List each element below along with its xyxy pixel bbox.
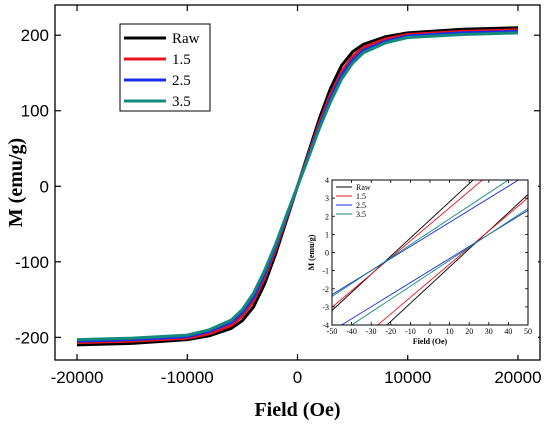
inset-branch-0-up — [332, 180, 474, 311]
inset-background — [307, 175, 538, 355]
legend-label-0: Raw — [172, 31, 200, 47]
inset-y-tick-label: -1 — [322, 267, 329, 276]
inset-legend-label-2: 2.5 — [356, 201, 366, 210]
inset-y-tick-label: -2 — [322, 285, 329, 294]
inset-y-tick-label: 1 — [325, 230, 329, 239]
series-line-3 — [76, 31, 519, 342]
legend-label-3: 3.5 — [172, 94, 191, 110]
legend-label-2: 2.5 — [172, 73, 191, 89]
inset-y-tick-label: 4 — [325, 176, 329, 185]
x-tick-label: -20000 — [51, 368, 104, 387]
inset-legend-label-1: 1.5 — [356, 192, 366, 201]
y-tick-label: 200 — [21, 26, 49, 45]
inset-lines — [332, 180, 528, 325]
inset-chart: -50 -40 -30 -20 -10 0 10 20 30 40 50-4-3-2-101234F… — [307, 175, 538, 355]
inset-x-tick-label: 20 — [465, 327, 473, 336]
inset-y-tick-label: -4 — [322, 321, 329, 330]
inset-x-tick-label: -40 — [346, 327, 357, 336]
y-tick-label: -200 — [15, 328, 49, 347]
inset-y-tick-label: 2 — [325, 212, 329, 221]
legend: Raw 1.5 2.5 3.5 — [119, 23, 211, 112]
inset-branch-1-up — [332, 180, 484, 308]
inset-x-tick-label: -50 — [327, 327, 338, 336]
inset-branch-3-up — [332, 180, 510, 297]
inset-x-tick-label: 0 — [428, 327, 432, 336]
inset-x-tick-label: 30 — [485, 327, 493, 336]
inset-legend-label-3: 3.5 — [356, 210, 366, 219]
inset-y-tick-label: 3 — [325, 194, 329, 203]
inset-branch-1-down — [376, 197, 528, 325]
y-tick-label: -100 — [15, 253, 49, 272]
inset-x-tick-label: 40 — [504, 327, 512, 336]
inset-y-axis-title: M (emu/g) — [307, 234, 316, 270]
inset-legend-label-0: Raw — [356, 183, 371, 192]
inset-x-axis-title: Field (Oe) — [413, 337, 448, 346]
inset-x-tick-label: -10 — [405, 327, 416, 336]
inset-x-tick-label: -30 — [366, 327, 377, 336]
x-tick-label: 10000 — [384, 368, 431, 387]
inset-branch-3-down — [350, 208, 528, 325]
main-chart: -20000 -10000 0 10000 20000-200-1000100200Fi… — [5, 4, 542, 421]
inset-x-tick-label: 10 — [446, 327, 454, 336]
inset-branch-0-down — [386, 194, 528, 325]
legend-label-1: 1.5 — [172, 52, 191, 68]
x-tick-label: -10000 — [161, 368, 214, 387]
y-tick-label: 100 — [21, 102, 49, 121]
inset-y-tick-label: -3 — [322, 303, 329, 312]
x-tick-label: 20000 — [494, 368, 541, 387]
y-tick-label: 0 — [40, 177, 49, 196]
x-tick-label: 0 — [293, 368, 302, 387]
inset-y-tick-label: 0 — [325, 249, 329, 258]
inset-x-tick-label: -20 — [385, 327, 396, 336]
x-axis-title: Field (Oe) — [254, 399, 340, 421]
inset-x-tick-label: 50 — [524, 327, 532, 336]
y-axis-title: M (emu/g) — [5, 138, 27, 227]
